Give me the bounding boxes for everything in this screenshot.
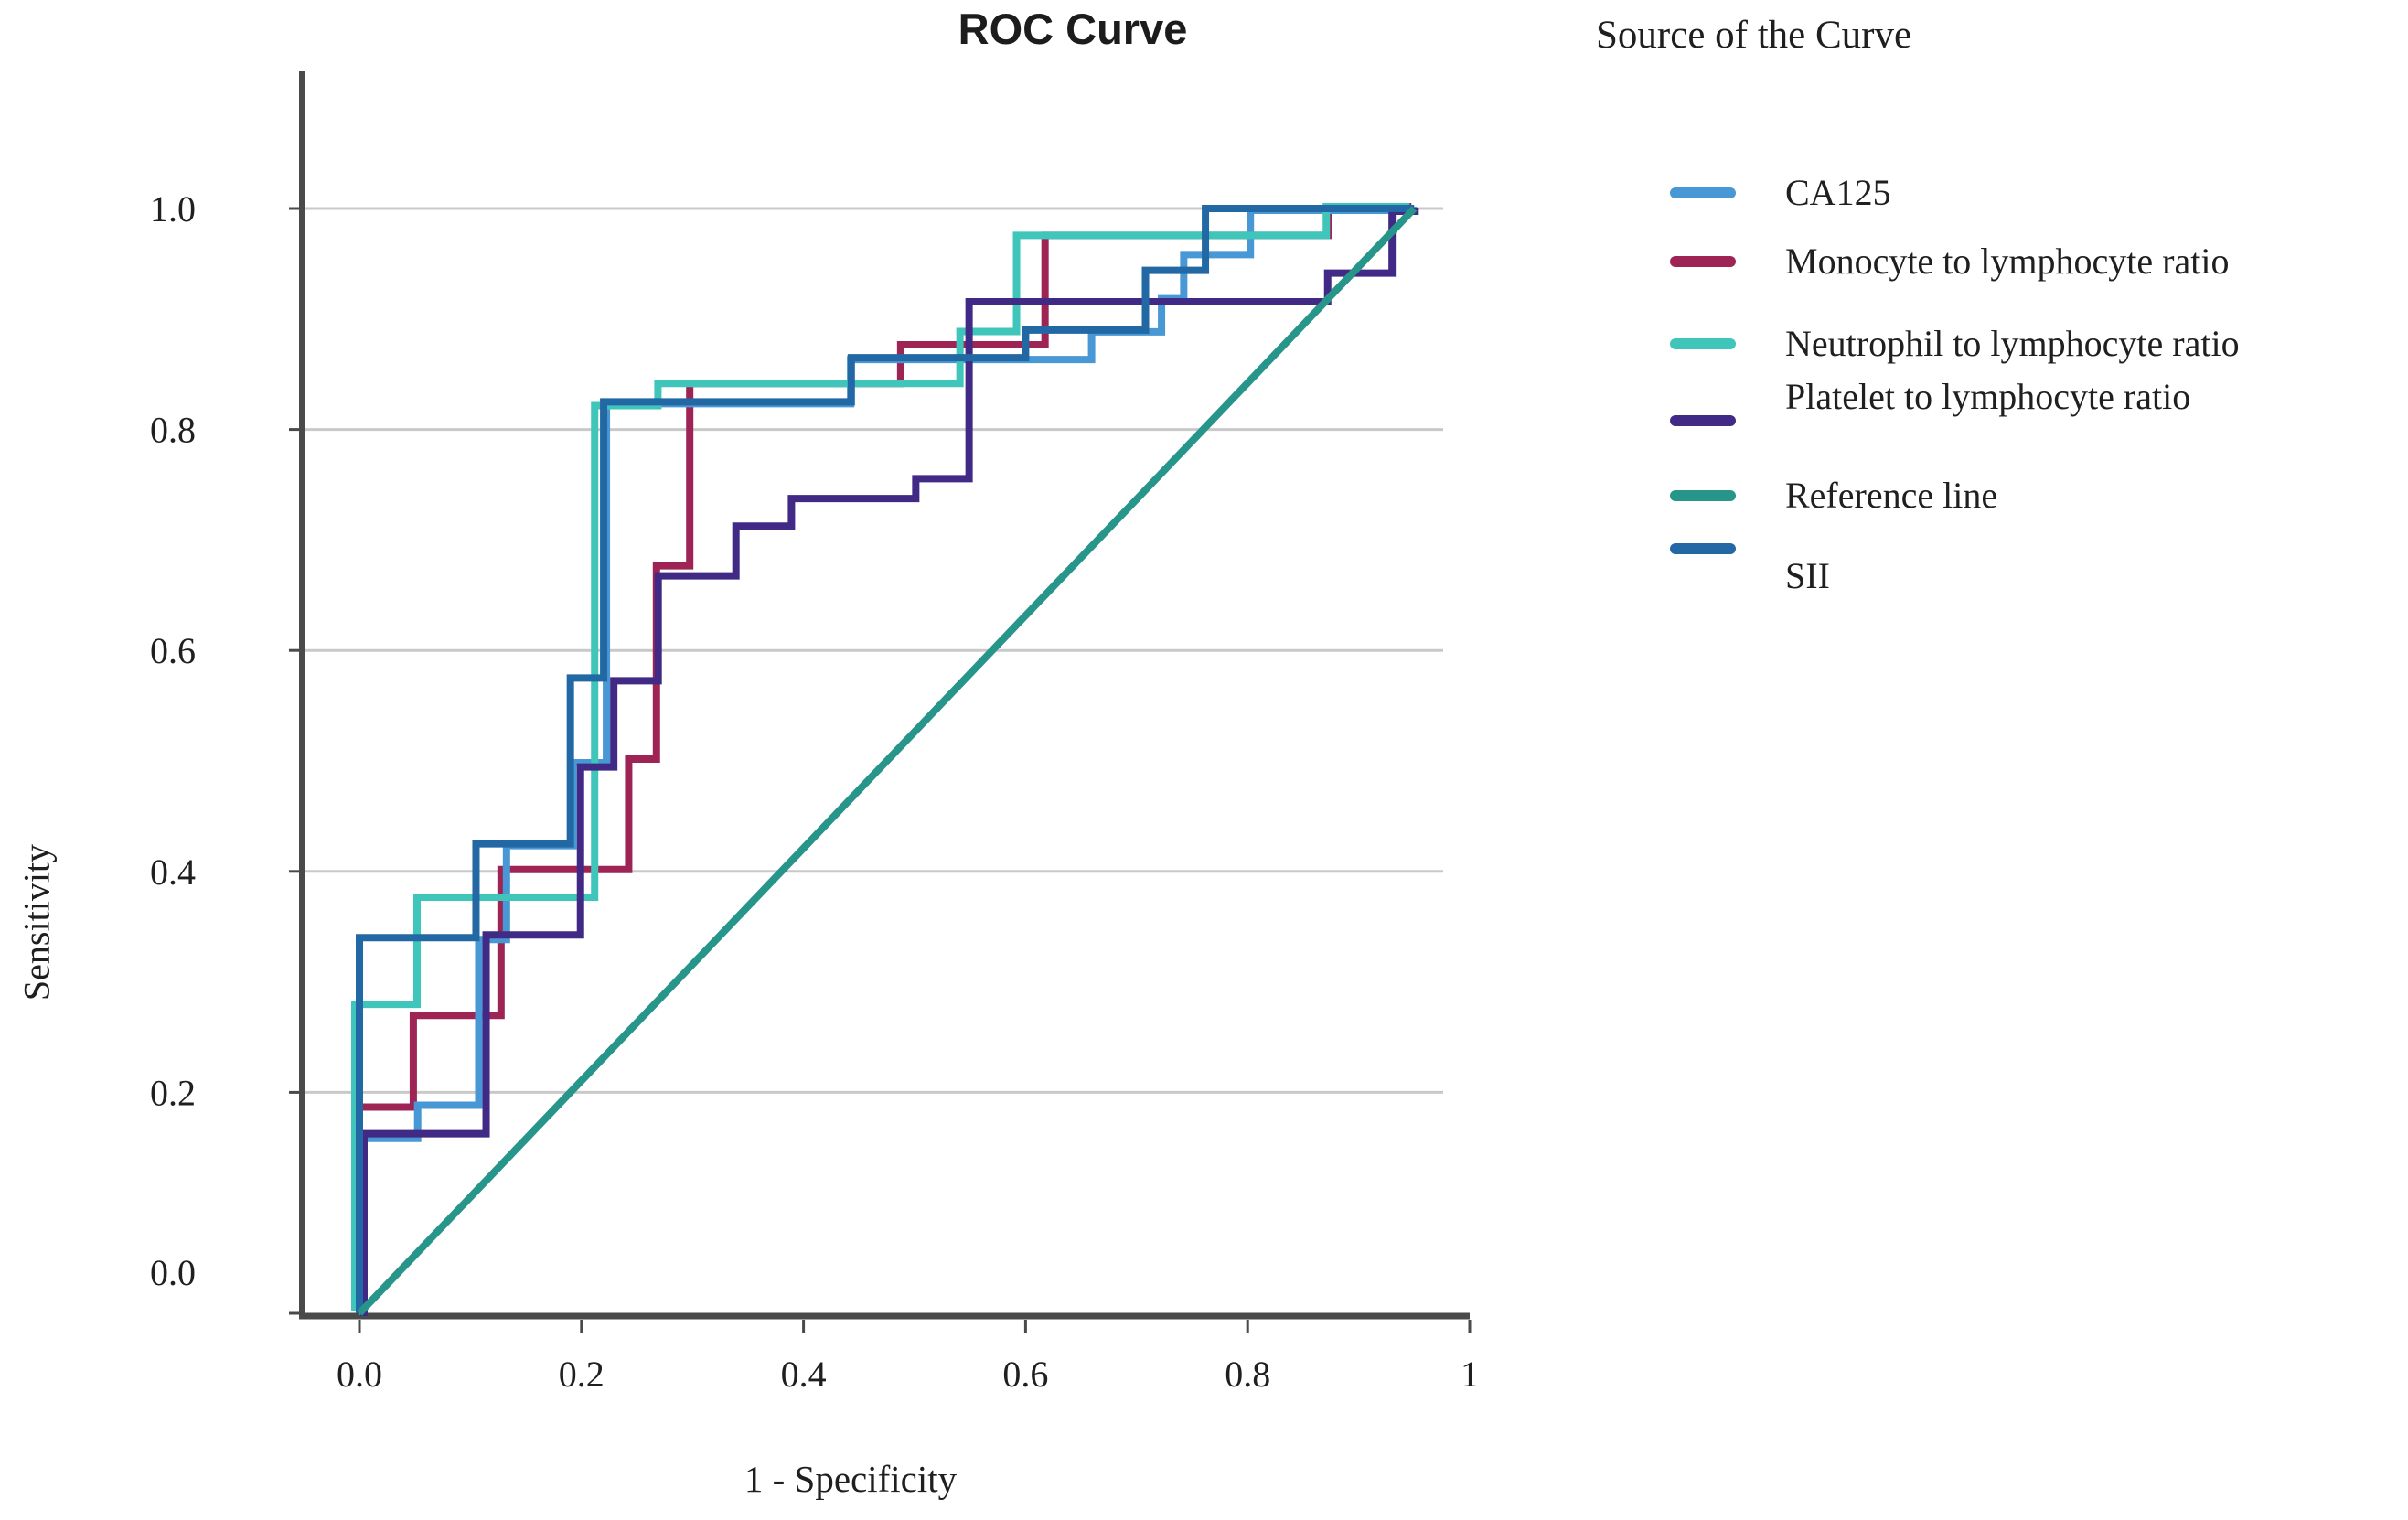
chart-title: ROC Curve bbox=[958, 5, 1188, 53]
x-tick-label-0.6: 0.6 bbox=[1002, 1354, 1048, 1395]
roc-curve-sii bbox=[356, 205, 1415, 1313]
y-tick-label-0.2: 0.2 bbox=[150, 1072, 196, 1113]
x-tick-label-0.0: 0.0 bbox=[337, 1354, 382, 1395]
x-tick-label-1: 1 bbox=[1461, 1354, 1479, 1395]
y-tick-label-0.8: 0.8 bbox=[150, 410, 196, 451]
roc-curve-reference-line bbox=[357, 206, 1418, 1316]
x-tick-label-0.4: 0.4 bbox=[781, 1354, 827, 1395]
roc-curve-platelet-to-lymphocyte-ratio bbox=[360, 208, 1419, 1316]
x-axis-title: 1 - Specificity bbox=[744, 1458, 958, 1500]
y-tick-label-1.0: 1.0 bbox=[150, 188, 196, 230]
y-tick-label-0.0: 0.0 bbox=[150, 1252, 196, 1293]
x-tick-label-0.2: 0.2 bbox=[559, 1354, 605, 1395]
y-tick-label-0.4: 0.4 bbox=[150, 851, 196, 893]
x-tick-label-0.8: 0.8 bbox=[1225, 1354, 1270, 1395]
roc-curve-neutrophil-to-lymphocyte-ratio bbox=[351, 203, 1410, 1311]
y-tick-label-0.6: 0.6 bbox=[150, 630, 196, 671]
